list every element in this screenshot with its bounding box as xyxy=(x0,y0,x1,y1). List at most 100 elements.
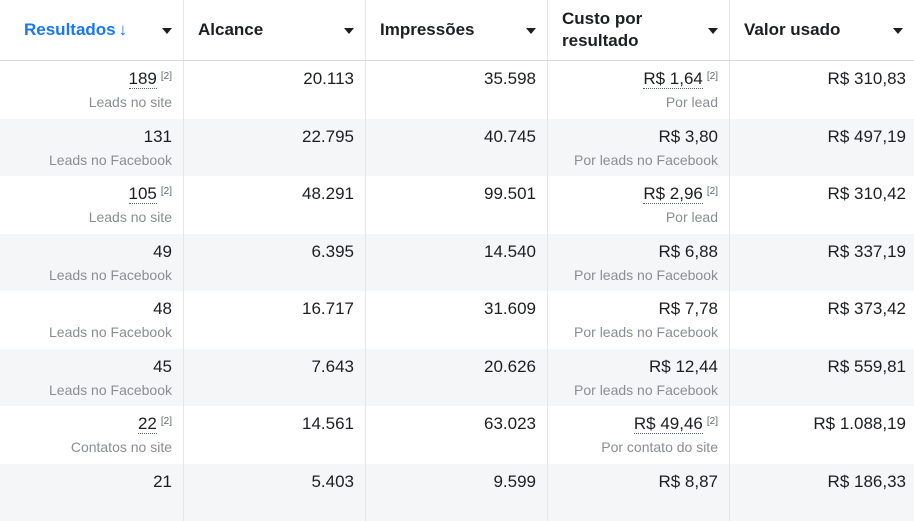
column-header-custo-por-resultado[interactable]: Custo por resultado xyxy=(548,0,730,60)
spent-value: R$ 497,19 xyxy=(828,127,906,146)
cell-alcance: 48.291 xyxy=(184,176,366,234)
cell-alcance: 7.643 xyxy=(184,349,366,407)
impressions-value: 35.598 xyxy=(484,69,536,88)
cell-impressoes: 63.023 xyxy=(366,406,548,464)
cost-value: R$ 1,64 xyxy=(643,69,703,89)
cost-type-label: Por lead xyxy=(548,93,718,111)
cell-alcance: 16.717 xyxy=(184,291,366,349)
column-label: Alcance xyxy=(198,19,263,41)
footnote-ref[interactable]: [2] xyxy=(161,186,172,197)
cost-type-label: Por leads no Facebook xyxy=(548,323,718,341)
results-value: 189 xyxy=(129,69,157,89)
results-value: 105 xyxy=(129,184,157,204)
spent-value: R$ 186,33 xyxy=(828,472,906,491)
column-header-resultados[interactable]: Resultados ↓ xyxy=(0,0,184,60)
cell-alcance: 20.113 xyxy=(184,61,366,119)
spent-value: R$ 310,42 xyxy=(828,184,906,203)
cell-valor-usado: R$ 373,42 xyxy=(730,291,914,349)
column-label: Custo por resultado xyxy=(562,8,672,52)
cell-custo-por-resultado: R$ 1,64 [2] Por lead xyxy=(548,61,730,119)
cell-impressoes: 99.501 xyxy=(366,176,548,234)
cell-impressoes: 35.598 xyxy=(366,61,548,119)
impressions-value: 9.599 xyxy=(493,472,536,491)
column-label: Valor usado xyxy=(744,19,840,41)
cost-type-label: Por leads no Facebook xyxy=(548,151,718,169)
cell-custo-por-resultado: R$ 12,44 Por leads no Facebook xyxy=(548,349,730,407)
cell-alcance: 14.561 xyxy=(184,406,366,464)
results-value: 45 xyxy=(153,357,172,376)
spent-value: R$ 310,83 xyxy=(828,69,906,88)
cost-value: R$ 8,87 xyxy=(658,472,718,491)
dropdown-caret-icon[interactable] xyxy=(344,28,354,34)
cell-impressoes: 9.599 xyxy=(366,464,548,521)
table-row[interactable]: 105 [2] Leads no site 48.291 99.501 R$ 2,96 [2… xyxy=(0,176,914,234)
cost-value: R$ 49,46 xyxy=(634,414,703,434)
spent-value: R$ 559,81 xyxy=(828,357,906,376)
column-header-valor-usado[interactable]: Valor usado xyxy=(730,0,914,60)
results-value: 49 xyxy=(153,242,172,261)
spent-value: R$ 373,42 xyxy=(828,299,906,318)
reach-value: 48.291 xyxy=(302,184,354,203)
column-header-impressoes[interactable]: Impressões xyxy=(366,0,548,60)
cell-valor-usado: R$ 559,81 xyxy=(730,349,914,407)
reach-value: 20.113 xyxy=(303,69,354,88)
reach-value: 22.795 xyxy=(302,127,354,146)
cost-value: R$ 3,80 xyxy=(658,127,718,146)
reach-value: 6.395 xyxy=(311,242,354,261)
table-body: 189 [2] Leads no site 20.113 35.598 R$ 1,64 [2… xyxy=(0,61,914,521)
result-type-label: Leads no site xyxy=(0,208,172,226)
sort-descending-icon: ↓ xyxy=(119,19,128,41)
spent-value: R$ 337,19 xyxy=(828,242,906,261)
result-type-label: Leads no Facebook xyxy=(0,151,172,169)
result-type-label: Leads no site xyxy=(0,93,172,111)
dropdown-caret-icon[interactable] xyxy=(526,28,536,34)
result-type-label: Leads no Facebook xyxy=(0,266,172,284)
reach-value: 5.403 xyxy=(311,472,354,491)
cost-type-label: Por lead xyxy=(548,208,718,226)
cell-resultados: 22[2]Contatos no site xyxy=(0,406,184,464)
cost-value: R$ 12,44 xyxy=(649,357,718,376)
cell-impressoes: 31.609 xyxy=(366,291,548,349)
cell-valor-usado: R$ 337,19 xyxy=(730,234,914,292)
cost-type-label: Por contato do site xyxy=(548,438,718,456)
reach-value: 14.561 xyxy=(302,414,354,433)
cell-resultados: 105 [2] Leads no site xyxy=(0,176,184,234)
result-type-label: Contatos no site xyxy=(0,438,172,456)
column-header-alcance[interactable]: Alcance xyxy=(184,0,366,60)
cell-impressoes: 40.745 xyxy=(366,119,548,177)
cell-impressoes: 14.540 xyxy=(366,234,548,292)
dropdown-caret-icon[interactable] xyxy=(162,28,172,34)
impressions-value: 20.626 xyxy=(484,357,536,376)
footnote-ref[interactable]: [2] xyxy=(707,71,718,82)
dropdown-caret-icon[interactable] xyxy=(708,28,718,34)
cell-alcance: 5.403 xyxy=(184,464,366,521)
footnote-ref[interactable]: [2] xyxy=(161,71,172,82)
cell-valor-usado: R$ 1.088,19 xyxy=(730,406,914,464)
cost-type-label: Por leads no Facebook xyxy=(548,381,718,399)
cell-alcance: 22.795 xyxy=(184,119,366,177)
spent-value: R$ 1.088,19 xyxy=(813,414,906,433)
results-value: 21 xyxy=(153,472,172,491)
cost-value: R$ 2,96 xyxy=(643,184,703,204)
cell-valor-usado: R$ 310,42 xyxy=(730,176,914,234)
footnote-ref[interactable]: [2] xyxy=(707,186,718,197)
cell-custo-por-resultado: R$ 3,80 Por leads no Facebook xyxy=(548,119,730,177)
dropdown-caret-icon[interactable] xyxy=(893,28,903,34)
impressions-value: 99.501 xyxy=(484,184,536,203)
footnote-ref[interactable]: [2] xyxy=(707,416,718,427)
cost-value: R$ 6,88 xyxy=(658,242,718,261)
footnote-ref[interactable]: [2] xyxy=(161,416,172,427)
table-row[interactable]: 189 [2] Leads no site 20.113 35.598 R$ 1,64 [2… xyxy=(0,61,914,119)
table-row[interactable]: 21 5.403 9.599 R$ 8,87 R$ 186,33 xyxy=(0,464,914,521)
table-header: Resultados ↓ Alcance Impressões Custo po… xyxy=(0,0,914,61)
